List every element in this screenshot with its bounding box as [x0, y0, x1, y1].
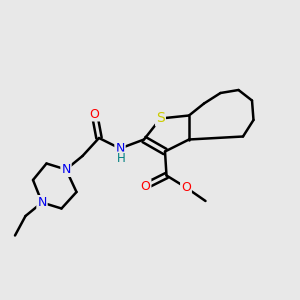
Text: N: N	[37, 196, 47, 209]
Text: N: N	[61, 163, 71, 176]
Text: N: N	[115, 142, 125, 155]
Text: H: H	[117, 152, 126, 166]
Text: S: S	[156, 112, 165, 125]
Text: O: O	[141, 179, 150, 193]
Text: O: O	[181, 181, 191, 194]
Text: O: O	[90, 107, 99, 121]
